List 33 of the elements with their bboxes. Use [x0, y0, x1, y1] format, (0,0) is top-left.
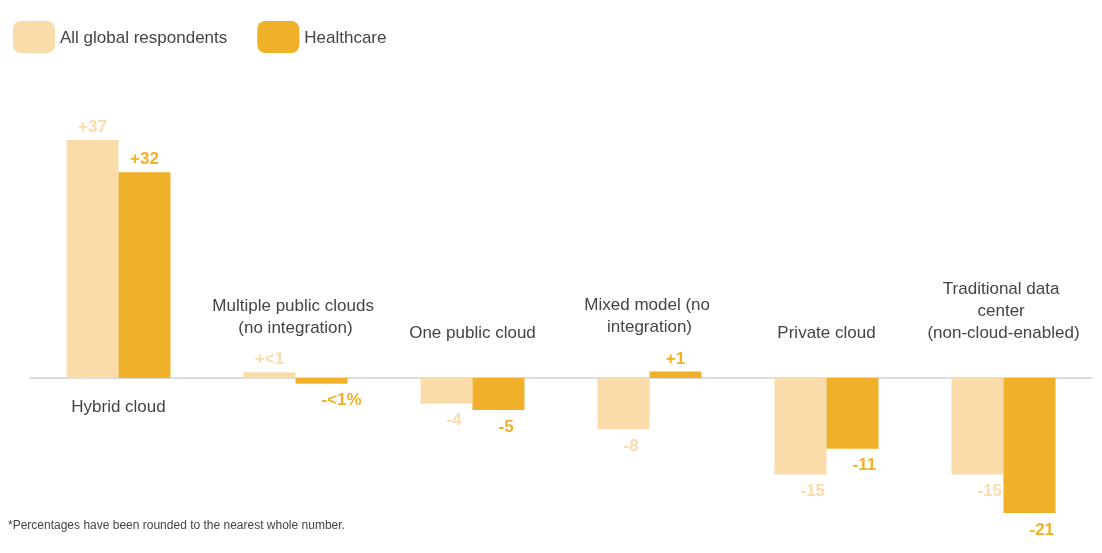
- legend-label: All global respondents: [60, 27, 228, 47]
- x-tick-label: Hybrid cloud: [71, 397, 166, 417]
- data-label: -15: [800, 480, 826, 500]
- bar: [649, 371, 702, 378]
- bar: [118, 172, 171, 378]
- bar: [951, 377, 1004, 475]
- data-label: +32: [130, 149, 159, 169]
- bar: [1003, 377, 1056, 513]
- bar: [597, 377, 650, 430]
- x-tick-label: Private cloud: [777, 323, 876, 343]
- x-tick-label: Traditional data center (non-cloud-enabled): [927, 279, 1080, 343]
- x-tick-label: Multiple public clouds (no integration): [212, 295, 379, 337]
- data-label: -<1%: [321, 390, 362, 410]
- data-label: -11: [852, 455, 877, 475]
- bar: [826, 377, 879, 449]
- x-tick-label: One public cloud: [409, 323, 536, 343]
- data-label: -15: [977, 480, 1003, 500]
- bar: [774, 377, 827, 475]
- data-label: +37: [78, 117, 107, 136]
- bar: [66, 140, 119, 378]
- bar: [420, 377, 473, 404]
- legend-label: Healthcare: [304, 27, 387, 47]
- data-label: -5: [498, 416, 514, 436]
- bar: [243, 372, 296, 378]
- bar: [472, 377, 525, 411]
- data-label: -8: [623, 435, 639, 455]
- data-label: -4: [446, 410, 463, 430]
- data-label: +<1: [254, 349, 285, 369]
- text: *Percentages have been rounded to the nearest whole number.: [8, 518, 345, 532]
- bar: [295, 377, 348, 384]
- data-label: -21: [1029, 519, 1055, 539]
- data-label: +1: [665, 348, 686, 368]
- x-tick-label: Mixed model (no integration): [584, 295, 715, 337]
